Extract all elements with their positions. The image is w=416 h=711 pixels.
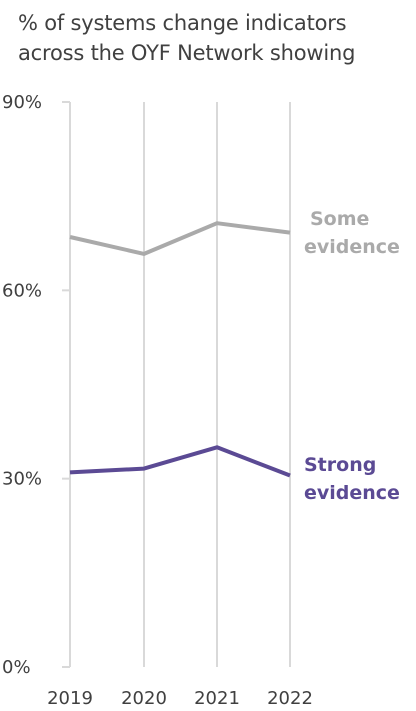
x-tick-label: 2020 — [121, 688, 167, 709]
series-label-0: Some evidence — [304, 208, 400, 258]
series-line-0 — [69, 221, 291, 256]
y-axis-ticks: 0% 30% 60% 90% — [2, 92, 70, 678]
y-tick-label: 0% — [2, 657, 31, 678]
y-tick-label: 30% — [2, 469, 42, 490]
x-tick-label: 2022 — [267, 688, 313, 709]
series-lines — [69, 221, 291, 478]
chart-title-line-1: % of systems change indicators — [18, 11, 347, 35]
series-line-1 — [69, 445, 291, 478]
y-tick-label: 90% — [2, 92, 42, 113]
y-tick-label: 60% — [2, 280, 42, 301]
series-labels: Some evidence Strong evidence — [304, 208, 400, 504]
gridlines — [69, 102, 291, 667]
chart-title-line-2: across the OYF Network showing — [18, 41, 356, 65]
x-tick-label: 2019 — [47, 688, 93, 709]
x-axis-ticks: 2019 2020 2021 2022 — [47, 688, 313, 709]
chart-title: % of systems change indicators across th… — [18, 8, 408, 68]
x-tick-label: 2021 — [194, 688, 240, 709]
series-label-1: Strong evidence — [304, 454, 400, 504]
